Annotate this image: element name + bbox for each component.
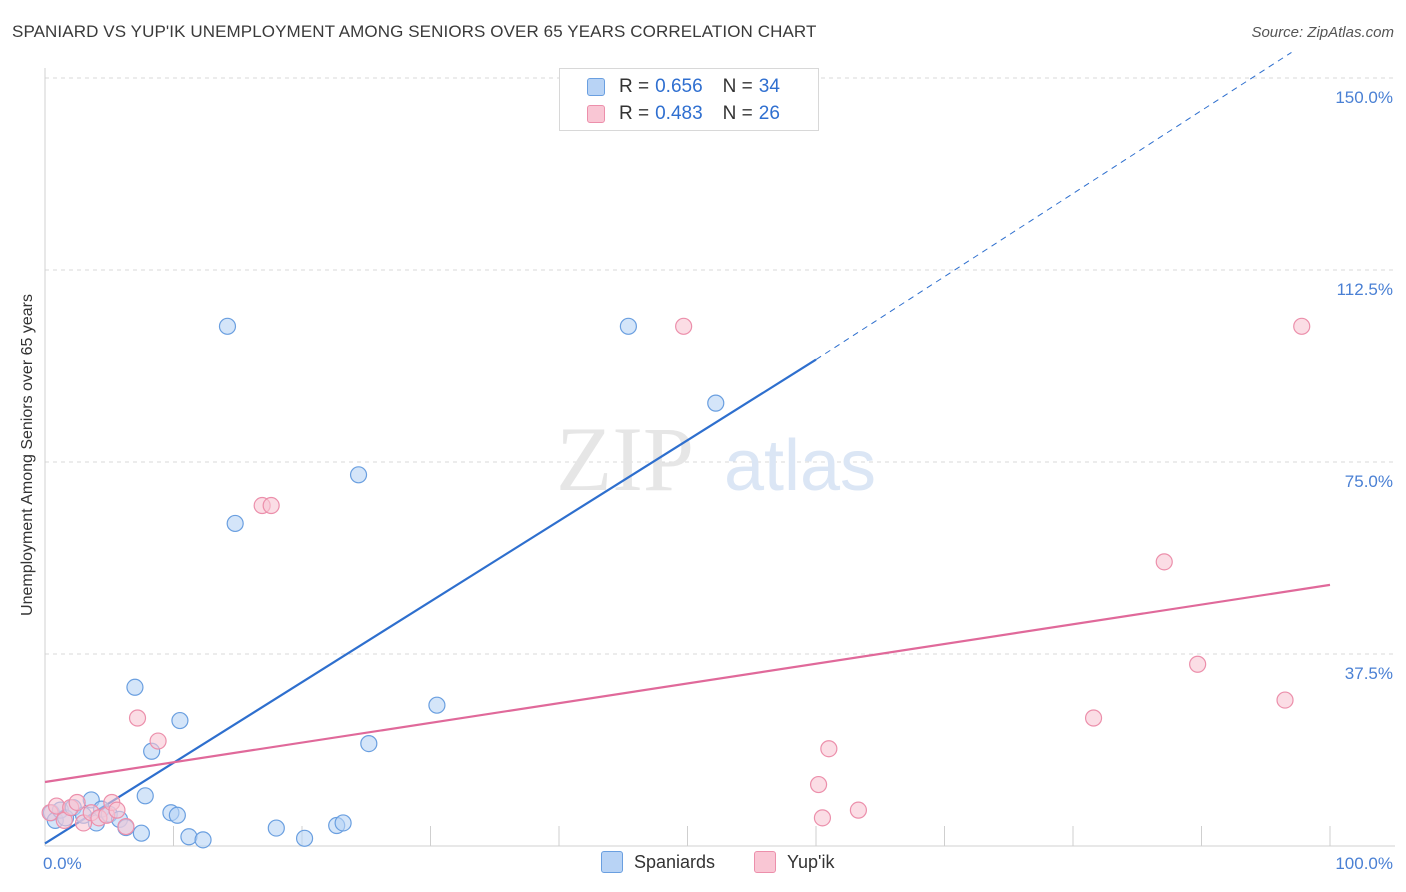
spaniards-point bbox=[126, 678, 144, 696]
yupik-point bbox=[1189, 655, 1207, 673]
spaniards-point bbox=[349, 466, 368, 484]
legend-n-value: 26 bbox=[758, 103, 780, 124]
yupik-point bbox=[1155, 553, 1173, 571]
chart-title: SPANIARD VS YUP'IK UNEMPLOYMENT AMONG SE… bbox=[12, 22, 817, 41]
legend-label-yupik: Yup'ik bbox=[787, 851, 835, 872]
spaniards-trend-extension bbox=[815, 51, 1292, 361]
legend-row-yupik: R = 0.483 N = 26 bbox=[587, 102, 780, 126]
series-legend: Spaniards Yup'ik bbox=[0, 851, 1406, 877]
yupik-point bbox=[813, 809, 832, 827]
watermark-zip: ZIP bbox=[556, 408, 694, 510]
legend-r-value: 0.656 bbox=[655, 76, 703, 97]
yupik-point bbox=[849, 801, 868, 819]
legend-r-label: R = bbox=[619, 76, 650, 97]
spaniards-point bbox=[619, 317, 637, 335]
y-tick-label: 37.5% bbox=[1345, 664, 1393, 683]
legend-label-spaniards: Spaniards bbox=[634, 851, 716, 872]
chart-source: Source: ZipAtlas.com bbox=[1251, 24, 1394, 41]
spaniards-point bbox=[360, 734, 378, 753]
legend-swatch-yupik bbox=[754, 851, 776, 873]
stats-legend: R = 0.656 N = 34 R = 0.483 N = 26 bbox=[559, 68, 819, 131]
yupik-point bbox=[1293, 317, 1311, 335]
yupik-point bbox=[68, 793, 86, 812]
spaniards-point bbox=[295, 829, 314, 847]
legend-n-label: N = bbox=[722, 76, 753, 97]
spaniards-point bbox=[194, 831, 212, 849]
legend-row-spaniards: R = 0.656 N = 34 bbox=[587, 75, 780, 99]
x-tick-label: 0.0% bbox=[43, 854, 82, 873]
yupik-point bbox=[47, 797, 66, 815]
yupik-point bbox=[809, 775, 828, 794]
y-tick-label: 75.0% bbox=[1345, 472, 1393, 491]
spaniards-point bbox=[226, 514, 244, 533]
y-axis-title: Unemployment Among Seniors over 65 years bbox=[19, 294, 36, 616]
legend-r-value: 0.483 bbox=[655, 103, 703, 124]
spaniards-point bbox=[428, 696, 446, 714]
spaniards-point bbox=[707, 394, 725, 412]
legend-swatch-yupik bbox=[587, 105, 605, 123]
yupik-point bbox=[117, 817, 135, 836]
yupik-point bbox=[149, 732, 167, 750]
spaniards-point bbox=[136, 787, 154, 805]
yupik-point bbox=[1084, 709, 1103, 727]
spaniards-point bbox=[132, 824, 150, 842]
spaniards-point bbox=[180, 828, 198, 846]
x-tick-label: 100.0% bbox=[1335, 854, 1393, 873]
legend-n-value: 34 bbox=[758, 76, 780, 97]
legend-r-label: R = bbox=[619, 103, 650, 124]
yupik-point bbox=[1276, 691, 1294, 709]
y-tick-label: 112.5% bbox=[1337, 280, 1393, 299]
yupik-point bbox=[262, 496, 280, 515]
legend-n-label: N = bbox=[722, 103, 753, 124]
yupik-point bbox=[820, 740, 838, 758]
spaniards-point bbox=[168, 806, 186, 824]
yupik-point bbox=[675, 317, 693, 335]
watermark-atlas: atlas bbox=[724, 426, 876, 506]
spaniards-point bbox=[267, 819, 285, 837]
legend-swatch-spaniards bbox=[587, 78, 605, 96]
legend-item-spaniards[interactable]: Spaniards bbox=[601, 851, 715, 873]
yupik-trend-line bbox=[44, 583, 1331, 784]
y-tick-label: 150.0% bbox=[1335, 88, 1393, 107]
spaniards-point bbox=[218, 317, 237, 335]
yupik-point bbox=[108, 801, 126, 819]
legend-item-yupik[interactable]: Yup'ik bbox=[754, 851, 834, 873]
spaniards-point bbox=[334, 814, 352, 832]
spaniards-point bbox=[171, 711, 189, 730]
legend-swatch-spaniards bbox=[601, 851, 623, 873]
spaniards-trend-line bbox=[44, 358, 817, 845]
yupik-point bbox=[128, 709, 147, 727]
